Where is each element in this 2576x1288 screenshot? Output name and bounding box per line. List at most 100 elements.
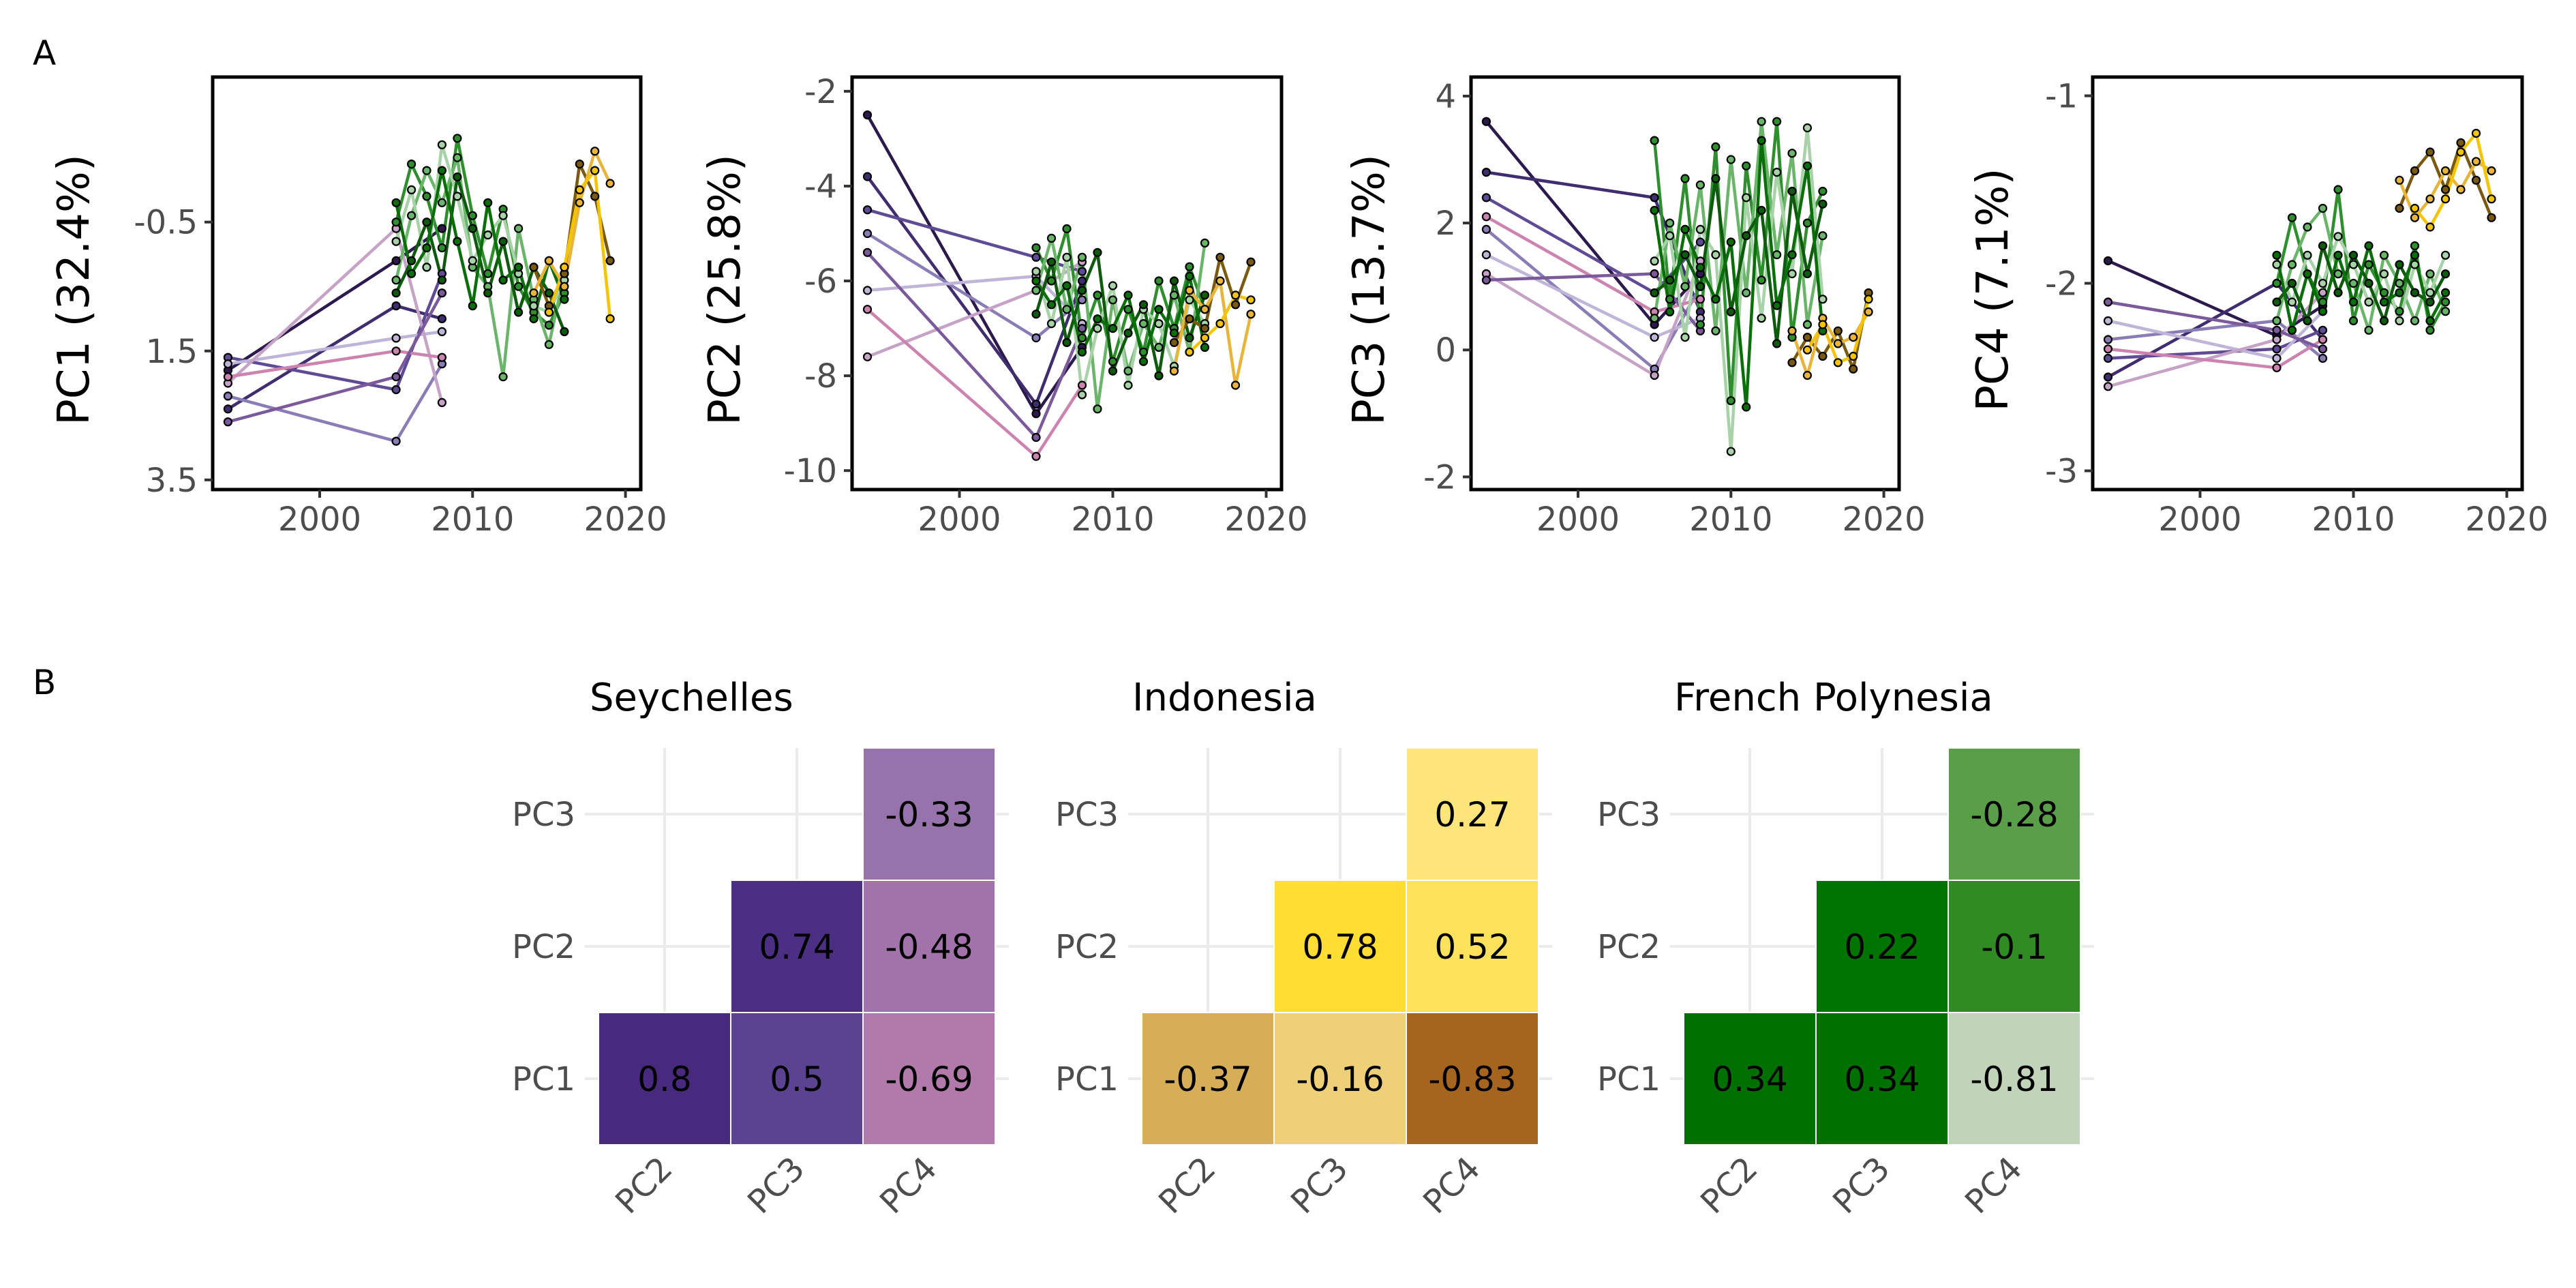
indonesia-y-label: PC3 — [1055, 796, 1119, 834]
pc3-data-point — [1802, 333, 1812, 342]
pc3-data-point — [1787, 250, 1797, 260]
seychelles-x-label: PC3 — [740, 1150, 812, 1221]
pc3-data-point — [1665, 307, 1675, 316]
french-polynesia-heatmap: French Polynesia -0.28 0.22 -0.1 0.34 0.34 -0… — [1597, 676, 2094, 1221]
pc3-x-tick-label: 2000 — [1536, 500, 1620, 539]
pc4-data-point — [2440, 185, 2451, 194]
pc2-y-tick-label: -2 — [804, 73, 837, 111]
seychelles-x-label: PC2 — [608, 1150, 680, 1221]
pc4-data-point — [2425, 325, 2435, 335]
pc1-data-point — [468, 301, 477, 311]
pc1-data-point — [437, 140, 447, 149]
pc4-data-point — [2379, 297, 2389, 307]
pc1-data-point — [391, 218, 401, 227]
pc4-data-point — [2348, 316, 2359, 326]
pc4-data-point — [2318, 307, 2328, 316]
pc4-data-point — [2272, 297, 2282, 307]
pc2-data-point — [1200, 333, 1210, 343]
pc2-data-point — [862, 305, 873, 314]
pc3-data-point — [1650, 205, 1659, 215]
pc3-plot-frame — [1469, 75, 1901, 492]
pc1-data-point — [391, 301, 401, 311]
pc3-data-point — [1711, 142, 1721, 151]
pc2-data-point — [1154, 371, 1164, 380]
pc1-data-point — [437, 353, 447, 362]
pc3-data-point — [1650, 269, 1659, 279]
pc3-data-point — [1650, 256, 1659, 266]
pc3-data-point — [1757, 136, 1766, 145]
pc1-data-point — [513, 224, 524, 233]
pc3-data-point — [1818, 186, 1828, 196]
indonesia-x-label: PC3 — [1284, 1150, 1355, 1221]
pc2-data-point — [1031, 432, 1041, 443]
french-polynesia-y-label: PC3 — [1597, 796, 1661, 834]
pc3-data-point — [1802, 345, 1812, 355]
pc3-data-point — [1726, 447, 1736, 456]
pc2-data-point — [1185, 333, 1194, 343]
french-polynesia-x-label: PC4 — [1958, 1150, 2029, 1221]
pc2-data-point — [1093, 290, 1102, 300]
pc1-data-point — [544, 256, 554, 265]
pc2-data-point — [1093, 404, 1102, 414]
french-polynesia-y-label: PC1 — [1597, 1060, 1661, 1098]
pc2-data-point — [1169, 290, 1179, 300]
pc1-plot-frame — [211, 75, 643, 492]
french-polynesia-cell-value: 0.34 — [1712, 1060, 1787, 1099]
pc1-data-point — [391, 198, 401, 207]
pc4-data-point — [2440, 166, 2451, 176]
pc3-x-tick-label: 2010 — [1689, 500, 1772, 539]
pc2-data-point — [1108, 357, 1118, 366]
french-polynesia-x-label: PC3 — [1825, 1150, 1897, 1221]
pc4-data-point — [2410, 260, 2420, 269]
pc3-data-point — [1742, 231, 1751, 241]
pc1-data-point — [513, 282, 524, 291]
pc4-data-point — [2456, 185, 2466, 194]
pc2-data-point — [1138, 300, 1149, 310]
pc2-data-point — [1093, 248, 1102, 257]
indonesia-cell — [1273, 1012, 1407, 1145]
pc3-data-point — [1833, 358, 1843, 368]
pc4-data-point — [2395, 288, 2404, 297]
pc3-data-point — [1802, 218, 1812, 228]
pc4-data-point — [2440, 307, 2451, 316]
pc3-data-point — [1695, 263, 1705, 272]
pc4-data-point — [2487, 194, 2496, 204]
pc4-data-point — [2425, 269, 2435, 279]
pc3-data-point — [1726, 307, 1736, 316]
pc2-series-line — [1034, 251, 1207, 378]
seychelles-cell-value: 0.8 — [637, 1060, 692, 1099]
pc2-data-point — [1077, 295, 1087, 305]
pc2-x-tick-label: 2010 — [1071, 500, 1154, 539]
pc4-data-point — [2318, 335, 2328, 344]
pc1-data-point — [406, 256, 416, 265]
pc4-data-point — [2456, 138, 2466, 147]
pc2-y-tick-label: -6 — [804, 263, 837, 301]
pc4-data-point — [2318, 325, 2328, 335]
pc2-data-point — [1185, 314, 1194, 324]
pc1-series-line — [227, 363, 444, 443]
pc2-data-point — [1246, 257, 1256, 267]
pc1-data-point — [437, 224, 447, 233]
pc4-data-point — [2272, 353, 2282, 363]
pc1-y-tick-label: 3.5 — [146, 462, 198, 500]
pc3-line-chart: PC3 (13.7%) 2000 2010 2020 4 2 0 -2 — [1344, 75, 1926, 539]
pc1-data-point — [406, 269, 416, 278]
pc1-data-point — [406, 211, 416, 220]
pc1-data-point — [529, 301, 539, 311]
pc2-x-tick-label: 2000 — [918, 500, 1001, 539]
pc3-data-point — [1695, 224, 1705, 234]
pc3-data-point — [1849, 351, 1858, 361]
pc3-data-point — [1849, 364, 1858, 374]
pc2-data-point — [1246, 310, 1256, 319]
pc4-data-point — [2318, 297, 2328, 307]
pc4-data-point — [2471, 128, 2481, 138]
pc4-data-point — [2348, 297, 2359, 307]
pc3-data-point — [1695, 295, 1705, 304]
pc4-data-point — [2318, 203, 2328, 213]
pc2-data-point — [1138, 347, 1149, 357]
pc1-data-point — [513, 263, 524, 272]
indonesia-cell — [1273, 880, 1407, 1013]
indonesia-cell-value: -0.37 — [1164, 1060, 1252, 1099]
pc3-data-point — [1849, 333, 1858, 342]
pc2-data-point — [1031, 333, 1041, 343]
